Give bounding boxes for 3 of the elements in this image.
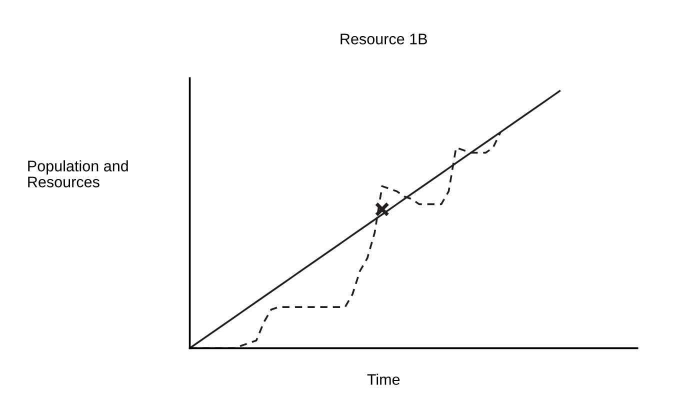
y-axis-title: Population and Resources — [28, 160, 128, 188]
chart-title: Resource 1B — [340, 34, 427, 44]
x-axis-title: Time — [367, 374, 400, 385]
